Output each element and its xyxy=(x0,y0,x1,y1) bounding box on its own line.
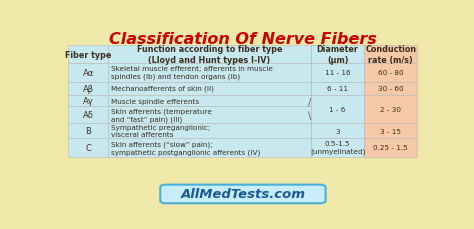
Bar xyxy=(311,139,364,157)
Bar xyxy=(364,139,418,157)
Bar xyxy=(364,82,418,95)
Text: AllMedTests.com: AllMedTests.com xyxy=(181,188,305,201)
Text: 6 - 11: 6 - 11 xyxy=(327,86,348,92)
Bar xyxy=(108,64,311,82)
Bar xyxy=(364,46,418,64)
Bar xyxy=(68,107,108,124)
Text: Skin afferents (temperature
and “fast” pain) (III): Skin afferents (temperature and “fast” p… xyxy=(110,108,211,123)
Text: 3: 3 xyxy=(336,128,340,134)
Bar xyxy=(68,139,108,157)
Bar xyxy=(108,82,311,95)
Text: Aβ: Aβ xyxy=(82,84,94,93)
Bar xyxy=(68,95,108,107)
Text: Muscle spindle efferents: Muscle spindle efferents xyxy=(110,98,199,104)
Text: 11 - 16: 11 - 16 xyxy=(325,70,350,76)
Bar xyxy=(311,82,364,95)
Text: Function according to fiber type
(Lloyd and Hunt types I-IV): Function according to fiber type (Lloyd … xyxy=(137,45,282,65)
Bar xyxy=(68,82,108,95)
Bar xyxy=(311,46,364,64)
Text: 1 - 6: 1 - 6 xyxy=(329,106,346,112)
Bar xyxy=(108,124,311,139)
Text: 60 - 80: 60 - 80 xyxy=(378,70,404,76)
Text: 30 - 60: 30 - 60 xyxy=(378,86,404,92)
Text: Aγ: Aγ xyxy=(82,97,93,106)
Text: Conduction
rate (m/s): Conduction rate (m/s) xyxy=(365,45,416,65)
Bar xyxy=(108,95,311,107)
Text: Aα: Aα xyxy=(82,68,94,77)
Bar xyxy=(68,46,108,64)
Bar xyxy=(68,64,108,82)
Text: C: C xyxy=(85,143,91,152)
Bar xyxy=(108,107,311,124)
Text: Classification Of Nerve Fibers: Classification Of Nerve Fibers xyxy=(109,32,377,47)
Text: Skeletal muscle efferent; afferents in muscle
spindles (Ib) and tendon organs (I: Skeletal muscle efferent; afferents in m… xyxy=(110,66,273,80)
Bar xyxy=(311,124,364,139)
Text: B: B xyxy=(85,127,91,136)
Text: Skin afferents (“slow” pain);
sympathetic postganglionic afferents (IV): Skin afferents (“slow” pain); sympatheti… xyxy=(110,141,260,155)
Bar xyxy=(311,64,364,82)
Text: 0.25 - 1.5: 0.25 - 1.5 xyxy=(374,145,408,151)
Text: Mechanoafferents of skin (II): Mechanoafferents of skin (II) xyxy=(110,85,213,92)
Bar xyxy=(364,95,418,124)
Bar xyxy=(364,124,418,139)
Text: Diameter
(μm): Diameter (μm) xyxy=(317,45,359,65)
Bar xyxy=(311,95,364,124)
FancyBboxPatch shape xyxy=(160,185,326,203)
Bar xyxy=(364,64,418,82)
Text: Aδ: Aδ xyxy=(82,111,93,120)
Text: Fiber type: Fiber type xyxy=(65,50,111,59)
Bar xyxy=(108,139,311,157)
Bar xyxy=(68,124,108,139)
Text: 3 - 15: 3 - 15 xyxy=(380,128,401,134)
Text: 2 - 30: 2 - 30 xyxy=(380,106,401,112)
Bar xyxy=(108,46,311,64)
Text: Sympathetic preganglionic;
visceral afferents: Sympathetic preganglionic; visceral affe… xyxy=(110,124,210,138)
Text: 0.5-1.5
(unmyelinated): 0.5-1.5 (unmyelinated) xyxy=(310,141,365,155)
